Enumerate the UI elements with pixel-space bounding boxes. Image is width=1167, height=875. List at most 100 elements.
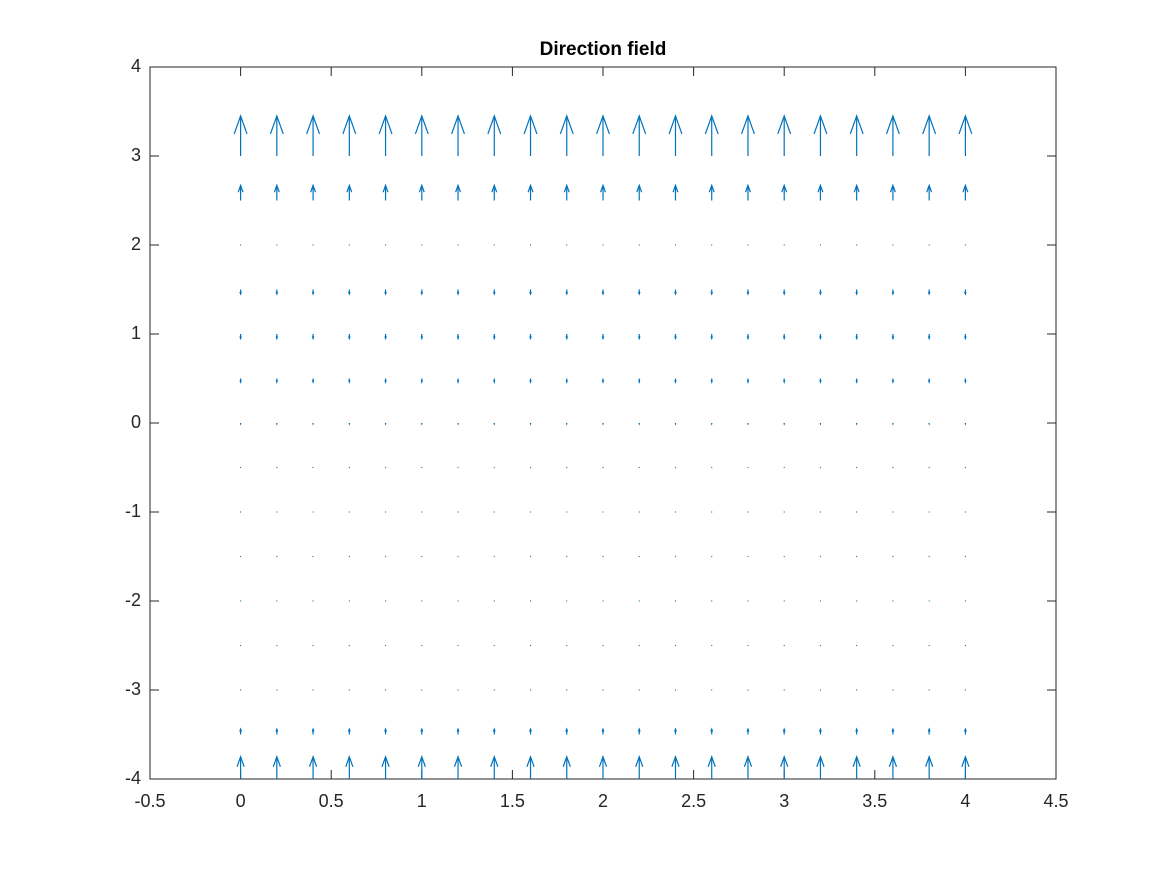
arrow xyxy=(490,754,499,779)
arrow-head xyxy=(563,183,570,193)
arrow-dot xyxy=(457,689,459,691)
arrow-dot xyxy=(602,644,604,647)
arrow-head xyxy=(565,336,569,341)
arrow-head xyxy=(855,336,858,341)
arrow xyxy=(384,727,387,735)
arrow xyxy=(239,289,242,296)
arrow-head xyxy=(777,114,792,135)
arrow xyxy=(747,600,749,602)
arrow xyxy=(855,289,858,296)
arrow-dot xyxy=(529,600,532,602)
y-tick-label: 0 xyxy=(131,412,141,432)
arrow-dot xyxy=(493,689,495,691)
arrow-dot xyxy=(493,600,495,602)
arrow xyxy=(566,244,568,246)
arrow-dot xyxy=(421,511,423,513)
arrow-dot xyxy=(566,600,568,602)
arrow xyxy=(816,754,825,779)
arrow xyxy=(382,183,389,201)
arrow-dot xyxy=(747,600,749,602)
arrow-head xyxy=(601,336,605,341)
arrow-head xyxy=(487,114,502,135)
arrow-head xyxy=(491,183,498,193)
arrow xyxy=(855,378,858,384)
arrow xyxy=(457,466,459,469)
arrow xyxy=(743,754,753,779)
arrow-head xyxy=(853,183,860,193)
arrow xyxy=(529,244,532,246)
arrow xyxy=(922,114,937,156)
arrow-head xyxy=(456,336,460,341)
arrow xyxy=(418,183,425,201)
arrow-head xyxy=(346,183,353,193)
arrow-dot xyxy=(964,555,967,558)
arrow xyxy=(747,244,749,246)
arrow-dot xyxy=(638,689,640,691)
arrow xyxy=(783,378,786,384)
arrow-head xyxy=(601,291,605,296)
arrow xyxy=(457,600,459,602)
arrow-head xyxy=(382,183,389,193)
arrow xyxy=(276,466,278,469)
arrow xyxy=(819,334,822,341)
arrow xyxy=(892,555,894,558)
arrow-dot xyxy=(892,466,894,469)
arrow xyxy=(529,334,532,341)
arrow xyxy=(421,600,423,602)
arrow-dot xyxy=(384,466,387,469)
arrow-head xyxy=(527,183,534,193)
arrow xyxy=(345,754,354,779)
arrow xyxy=(381,754,390,779)
arrow-dot xyxy=(493,555,495,558)
arrow xyxy=(674,289,677,296)
arrow xyxy=(275,378,278,384)
arrow xyxy=(674,244,677,246)
arrow-head xyxy=(529,336,532,341)
arrow-dot xyxy=(240,555,242,558)
arrow xyxy=(602,600,604,602)
arrow-dot xyxy=(566,511,568,513)
arrow-dot xyxy=(747,466,749,469)
arrow-head xyxy=(348,380,351,384)
arrow-dot xyxy=(747,244,749,246)
arrow-dot xyxy=(384,244,387,246)
arrow-dot xyxy=(348,466,350,469)
arrow xyxy=(276,244,278,246)
arrow xyxy=(856,511,858,513)
arrow xyxy=(928,378,931,384)
arrow xyxy=(493,378,496,384)
arrow xyxy=(269,114,284,156)
arrow xyxy=(928,511,930,513)
arrow-dot xyxy=(348,511,350,513)
x-tick-label: 2.5 xyxy=(681,791,706,811)
arrow xyxy=(819,466,822,469)
arrow xyxy=(272,754,281,779)
arrow xyxy=(638,644,640,647)
arrow xyxy=(927,289,931,296)
arrow-head xyxy=(601,727,605,732)
arrow xyxy=(457,244,459,246)
arrow xyxy=(747,511,749,513)
arrow xyxy=(601,289,605,296)
arrow-dot xyxy=(819,466,822,469)
arrow-head xyxy=(782,336,786,341)
arrow-head xyxy=(453,754,463,767)
arrow-head xyxy=(384,336,387,341)
arrow xyxy=(674,644,677,647)
arrow-head xyxy=(493,380,496,384)
arrow xyxy=(962,183,969,201)
x-tick-label: -0.5 xyxy=(134,791,165,811)
arrow xyxy=(566,511,568,513)
arrow xyxy=(928,600,930,602)
arrow-dot xyxy=(638,555,640,558)
arrow xyxy=(963,727,967,735)
arrow-head xyxy=(384,380,387,384)
arrow-head xyxy=(710,336,713,341)
arrow xyxy=(526,754,535,779)
arrow-head xyxy=(348,291,351,296)
arrow-dot xyxy=(711,644,713,647)
arrow xyxy=(275,727,279,735)
arrow-dot xyxy=(928,689,930,691)
arrow xyxy=(711,244,713,246)
